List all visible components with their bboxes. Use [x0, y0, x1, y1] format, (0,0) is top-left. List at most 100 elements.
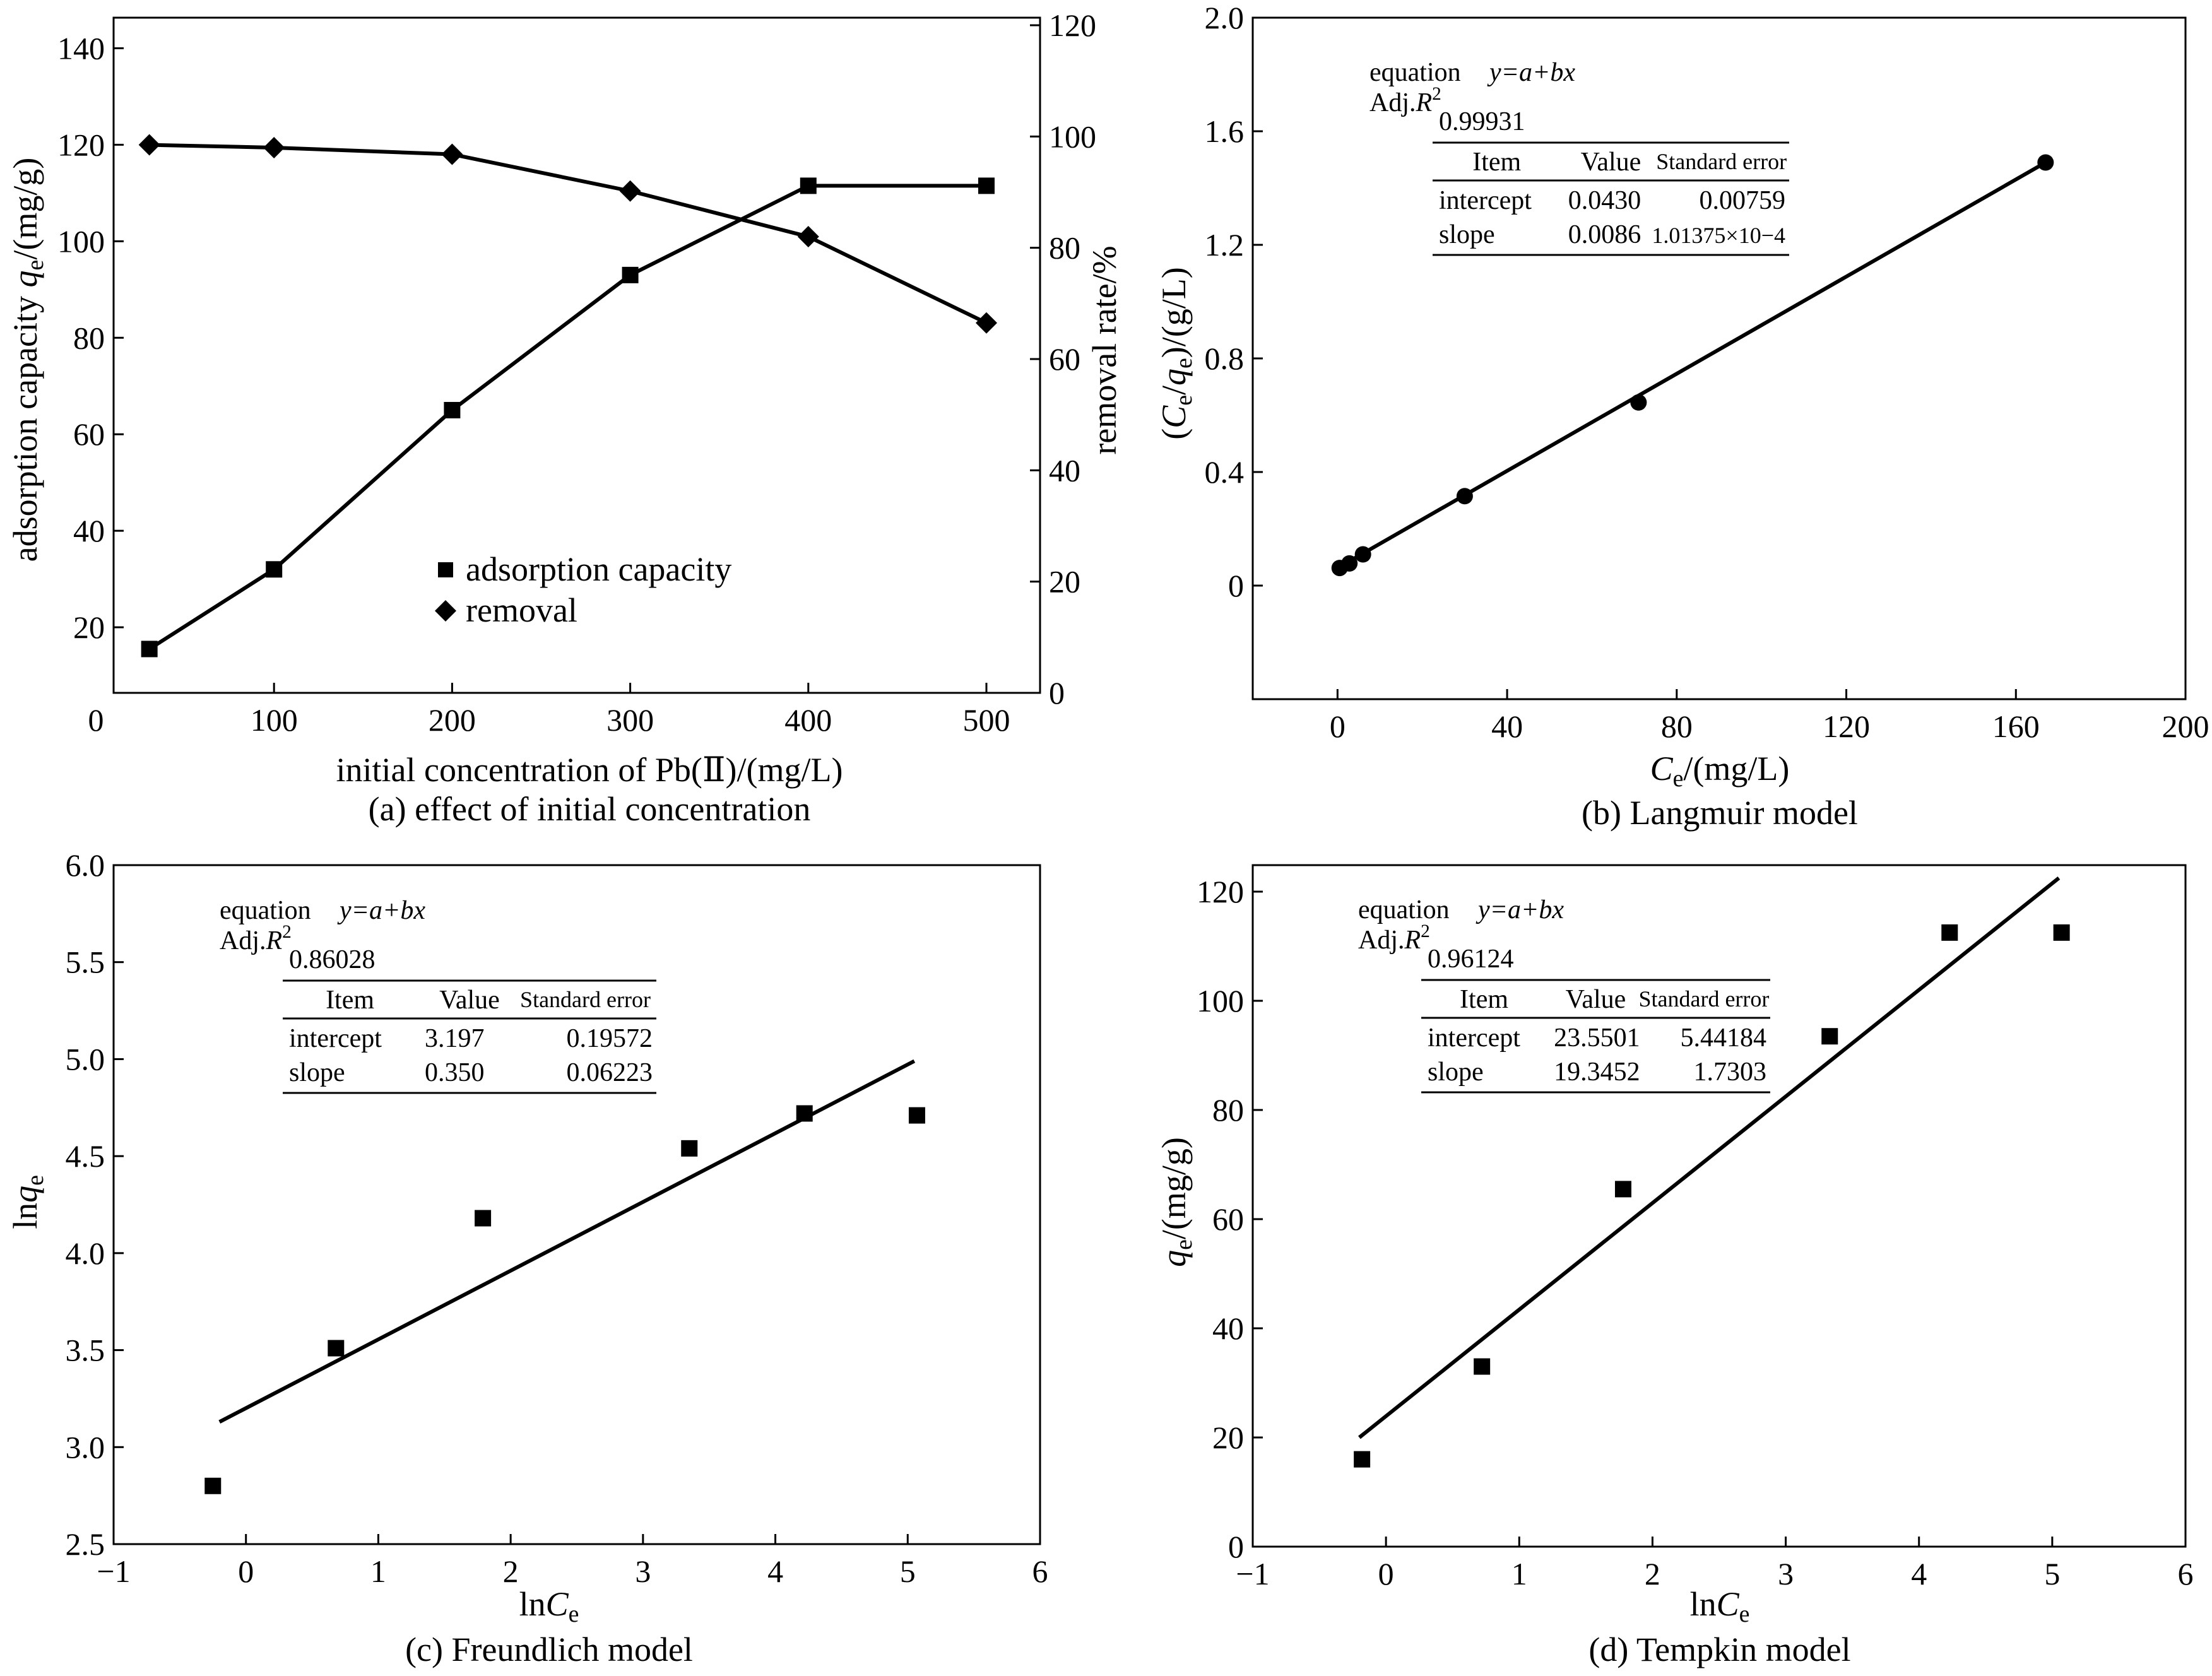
data-point-square — [328, 1340, 345, 1357]
fit-table-header: Value — [1581, 148, 1641, 177]
data-point-diamond — [619, 180, 641, 202]
fit-table-header: Item — [1460, 985, 1508, 1014]
y-tick-label: 40 — [1212, 1311, 1244, 1346]
y-tick-label: 6.0 — [66, 847, 105, 883]
fit-table-header: Item — [326, 986, 374, 1015]
fit-table-cell: 0.0086 — [1568, 220, 1641, 249]
x-tick-label: 0 — [238, 1554, 254, 1589]
fit-line — [1336, 160, 2047, 570]
x-axis-label: Ce/(mg/L) — [1650, 750, 1790, 792]
x-axis-label-part: e — [569, 1601, 579, 1627]
x-tick-label: 400 — [784, 702, 832, 738]
fit-table-header: Standard error — [520, 987, 651, 1012]
x-tick-label: 0 — [88, 702, 104, 738]
x-axis-label-part: C — [1717, 1585, 1740, 1623]
data-point-square — [204, 1477, 222, 1494]
y-axis-label-part: e — [22, 1175, 49, 1186]
x-tick-label: 500 — [963, 702, 1010, 738]
y-tick-label: 5.0 — [66, 1041, 105, 1077]
x-tick-label: 2 — [1645, 1556, 1660, 1591]
fit-table-cell: 0.0430 — [1568, 186, 1641, 215]
y-left-tick-label: 120 — [57, 127, 105, 162]
y-tick-label: 5.5 — [66, 945, 105, 980]
x-tick-label: 0 — [1378, 1556, 1394, 1591]
y-left-tick-label: 40 — [73, 513, 105, 548]
fit-table-r2-label-part: R — [266, 926, 283, 955]
x-tick-label: 6 — [1032, 1554, 1048, 1589]
data-point-square — [266, 561, 283, 578]
plot-frame — [1251, 864, 2187, 1548]
y-tick-label: 120 — [1197, 874, 1244, 909]
x-tick-label: 200 — [2162, 709, 2209, 744]
x-tick-label: −1 — [97, 1554, 130, 1589]
y-axis-label-part: q — [1155, 1250, 1193, 1267]
y-left-tick-label: 80 — [73, 320, 105, 355]
fit-table-r2-label-part: Adj. — [1369, 88, 1416, 117]
x-axis-label-part: /(mg/L) — [1683, 750, 1789, 788]
data-point-square — [141, 640, 158, 658]
data-point-circle — [1456, 488, 1473, 505]
data-point-square — [681, 1140, 698, 1157]
y-tick-label: 20 — [1212, 1420, 1244, 1455]
y-tick-label: 2.0 — [1205, 0, 1245, 35]
x-tick-label: 160 — [1992, 709, 2040, 744]
x-axis-label-part: e — [1739, 1601, 1750, 1627]
caption: (c) Freundlich model — [405, 1631, 693, 1668]
fit-table-cell: 1.7303 — [1694, 1058, 1767, 1087]
x-axis-label-part: ln — [1690, 1585, 1717, 1623]
x-tick-label: 1 — [1511, 1556, 1527, 1591]
x-tick-label: 4 — [1911, 1556, 1927, 1591]
y-tick-label: 3.0 — [66, 1429, 105, 1465]
data-point-square — [796, 1105, 813, 1122]
y-left-axis-label-part: e — [22, 260, 49, 271]
data-point-square — [444, 401, 461, 418]
fit-table-header: Value — [1566, 985, 1626, 1014]
plot-frame — [112, 864, 1041, 1545]
y-axis-label: qe/(mg/g) — [1155, 1137, 1197, 1267]
y-tick-label: 4.5 — [66, 1138, 105, 1174]
fit-table-header: Item — [1472, 148, 1521, 177]
fit-table-header: Value — [439, 986, 500, 1015]
x-tick-label: 1 — [370, 1554, 386, 1589]
fit-table-cell: intercept — [289, 1024, 382, 1053]
y-tick-label: 0.8 — [1205, 341, 1245, 376]
y-axis-label-part: e — [1171, 1239, 1197, 1250]
x-tick-label: 200 — [429, 702, 476, 738]
fit-table-r2-label-part: 2 — [1421, 921, 1430, 941]
x-tick-label: 5 — [900, 1554, 916, 1589]
data-point-square — [1821, 1028, 1838, 1045]
fit-table-equation: y=a+bx — [337, 896, 425, 925]
y-tick-label: 100 — [1197, 983, 1244, 1018]
x-tick-label: 6 — [2178, 1556, 2194, 1591]
fit-table-r2-label: Adj.R2 — [1369, 84, 1441, 117]
fit-table-cell: slope — [289, 1058, 345, 1087]
fit-table-cell: 0.350 — [425, 1058, 485, 1087]
y-axis-label: (Ce/qe)/(g/L) — [1155, 267, 1197, 440]
fit-table-equation-label: equation — [1369, 58, 1461, 87]
data-point-square — [2053, 924, 2070, 941]
fit-table-r2-value: 0.99931 — [1439, 107, 1525, 136]
x-tick-label: 3 — [1778, 1556, 1794, 1591]
fit-table-r2-label: Adj.R2 — [220, 922, 292, 955]
fit-table-r2-label-part: Adj. — [220, 926, 266, 955]
data-point-square — [475, 1210, 492, 1227]
x-tick-label: 80 — [1661, 709, 1693, 744]
plot-frame — [1251, 16, 2187, 700]
series-line-diamond — [149, 143, 988, 325]
y-right-tick-label: 100 — [1049, 119, 1096, 154]
data-point-square — [1941, 924, 1958, 941]
data-point-diamond — [976, 312, 997, 334]
data-point-diamond — [263, 136, 285, 158]
y-left-axis-label-part: adsorption capacity — [6, 287, 44, 562]
x-tick-label: 2 — [503, 1554, 519, 1589]
data-point-square — [1474, 1358, 1491, 1375]
fit-line — [1358, 876, 2061, 1439]
fit-table-cell: intercept — [1439, 186, 1532, 215]
data-point-square — [622, 266, 639, 283]
fit-table-equation-label: equation — [220, 896, 311, 925]
y-right-tick-label: 60 — [1049, 341, 1080, 377]
fit-table-cell: 1.01375×10−4 — [1652, 223, 1785, 248]
y-axis-label-part: )/(g/L) — [1155, 267, 1193, 358]
fit-table-cell: 0.00759 — [1700, 186, 1786, 215]
